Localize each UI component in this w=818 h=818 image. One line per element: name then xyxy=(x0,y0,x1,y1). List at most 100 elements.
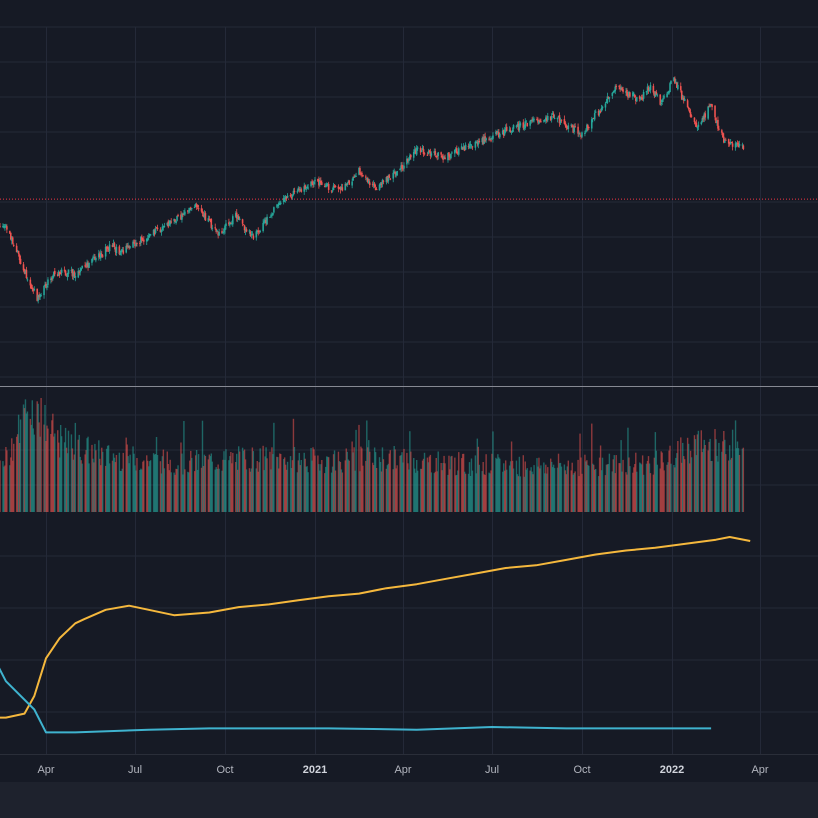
candle-body xyxy=(93,257,95,259)
volume-bar xyxy=(196,469,199,512)
candle-body xyxy=(588,126,590,128)
volume-bar xyxy=(606,464,609,512)
candle-body xyxy=(572,125,574,133)
volume-bar xyxy=(704,445,706,512)
candle-body xyxy=(545,118,548,121)
candle-body xyxy=(490,140,492,142)
candle-body xyxy=(604,103,607,108)
candle-body xyxy=(600,108,603,112)
candle-body xyxy=(545,117,547,121)
candle-body xyxy=(11,237,14,244)
candle-body xyxy=(416,147,419,149)
volume-bar xyxy=(440,463,442,512)
volume-bar xyxy=(16,434,19,512)
volume-bar xyxy=(536,458,538,512)
volume-bar xyxy=(648,463,651,512)
indicator-lines xyxy=(0,536,751,734)
candle-body xyxy=(508,129,511,131)
candle-body xyxy=(282,198,285,202)
candle-body xyxy=(353,176,355,178)
candle-body xyxy=(365,176,367,178)
candle-body xyxy=(649,85,652,91)
volume-bar xyxy=(382,459,385,512)
volume-bar xyxy=(426,457,429,512)
volume-bar xyxy=(259,448,261,512)
candle-body xyxy=(166,222,169,226)
volume-bar xyxy=(600,470,603,512)
candle-body xyxy=(536,118,538,120)
candle-body xyxy=(579,133,581,135)
candle-body xyxy=(518,124,521,131)
candle-body xyxy=(319,180,321,185)
volume-bar xyxy=(557,453,560,512)
candle-body xyxy=(386,175,389,182)
volume-bar xyxy=(460,458,463,512)
candle-body xyxy=(311,182,313,184)
volume-bar xyxy=(252,451,255,512)
candle-body xyxy=(495,131,497,135)
candle-body xyxy=(272,213,274,216)
candle-body xyxy=(271,214,273,216)
volume-bar xyxy=(413,458,415,512)
volume-bar xyxy=(366,420,368,512)
volume-bar xyxy=(387,463,390,512)
volume-bar xyxy=(401,452,403,512)
volume-bar xyxy=(105,448,108,512)
time-axis[interactable] xyxy=(0,754,818,782)
volume-bar xyxy=(724,439,726,512)
volume-bar xyxy=(652,474,655,512)
volume-bar xyxy=(18,443,21,512)
candle-body xyxy=(154,228,157,233)
volume-bar xyxy=(230,452,232,512)
volume-bar xyxy=(633,467,635,512)
candle-body xyxy=(314,179,316,182)
volume-bar xyxy=(65,447,68,512)
volume-bar xyxy=(444,463,446,512)
volume-bar xyxy=(646,460,649,512)
candle-body xyxy=(533,119,535,121)
volume-bar xyxy=(282,459,285,512)
candle-body xyxy=(693,117,696,122)
candle-body xyxy=(640,97,643,99)
volume-bar xyxy=(257,471,259,512)
candle-body xyxy=(184,211,186,215)
volume-bar xyxy=(475,473,478,512)
volume-bar xyxy=(166,451,168,512)
volume-bar xyxy=(142,461,144,512)
volume-bar xyxy=(709,438,711,512)
price-candles[interactable] xyxy=(0,76,745,304)
volume-bar xyxy=(126,444,128,512)
candle-body xyxy=(741,144,744,146)
volume-bar xyxy=(187,471,189,512)
volume-bar xyxy=(632,472,634,512)
volume-bar xyxy=(551,467,554,512)
volume-bar xyxy=(560,466,563,512)
candle-body xyxy=(312,181,314,186)
volume-bar xyxy=(533,465,535,512)
candle-body xyxy=(724,139,727,141)
volume-bar xyxy=(456,474,458,512)
volume-bar xyxy=(476,438,479,512)
candle-body xyxy=(607,96,610,98)
candle-body xyxy=(333,185,336,187)
candle-body xyxy=(447,153,449,161)
volume-bar xyxy=(99,458,101,512)
candle-body xyxy=(355,175,357,177)
candle-body xyxy=(292,190,295,196)
volume-bar xyxy=(402,462,404,512)
volume-bar xyxy=(703,439,705,512)
candle-body xyxy=(173,219,175,221)
candle-body xyxy=(501,130,504,135)
volume-bar xyxy=(214,469,216,512)
volume-bar xyxy=(642,474,645,512)
candle-body xyxy=(196,205,199,207)
volume-bar xyxy=(436,471,438,512)
volume-bar xyxy=(182,474,184,512)
x-tick-label: Jul xyxy=(128,764,142,776)
candle-body xyxy=(442,156,444,160)
candle-body xyxy=(296,191,299,193)
candle-body xyxy=(317,179,319,182)
candle-body xyxy=(532,118,534,121)
volume-bar xyxy=(597,476,600,512)
